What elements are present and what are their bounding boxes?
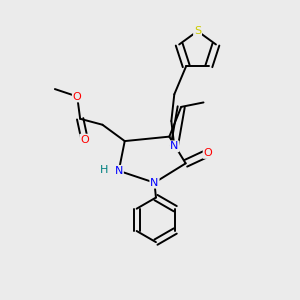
Text: O: O (204, 148, 212, 158)
Text: O: O (73, 92, 82, 101)
Text: H: H (100, 165, 109, 175)
Text: O: O (80, 135, 89, 145)
Text: N: N (150, 178, 159, 188)
Text: S: S (194, 26, 201, 36)
Text: N: N (170, 141, 178, 151)
Text: N: N (115, 166, 123, 176)
